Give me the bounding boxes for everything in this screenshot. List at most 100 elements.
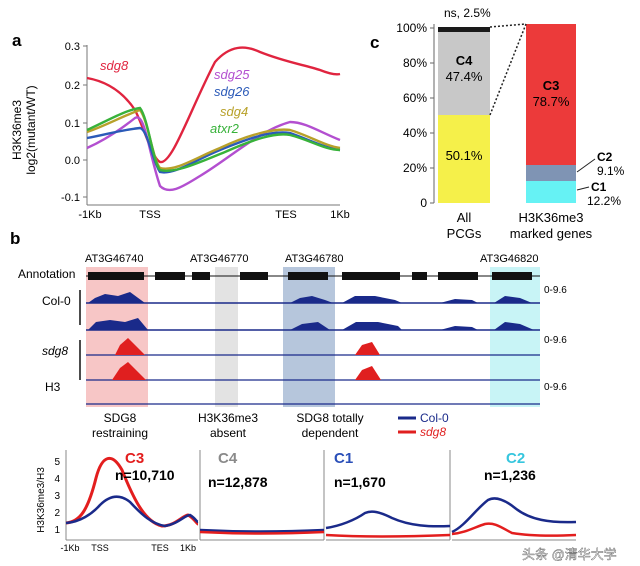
legend-sdg8: sdg8 [100, 58, 129, 73]
annotation-restraining-line2: restraining [92, 426, 148, 440]
panel-a-yticks: 0.3 0.2 0.1 0.0 -0.1 [61, 41, 87, 204]
track-col0-1 [86, 292, 540, 304]
panel-c-connector-bottom [489, 23, 527, 116]
bottom-ylabel-text: H3K36me3/H3 [36, 467, 47, 533]
panel-b-label: b [10, 229, 20, 248]
cluster-n: n=1,670 [334, 474, 386, 490]
cluster-name: C4 [218, 450, 238, 467]
panel-c-ytick: 60% [403, 91, 427, 105]
track-label-annotation: Annotation [18, 267, 75, 281]
profile-c4: C4 n=12,878 [199, 450, 325, 541]
track-col0-2 [86, 318, 540, 331]
cluster-name: C3 [125, 450, 144, 467]
bar2-label-line2: marked genes [510, 226, 593, 241]
annotation-dependent-line1: SDG8 totally [296, 411, 363, 425]
panel-a-ytick: 0.3 [65, 41, 80, 53]
gene-labels: AT3G46740 AT3G46770 AT3G46780 AT3G46820 [85, 253, 539, 265]
bottom-ytick: 3 [54, 491, 60, 502]
cluster-n: n=10,710 [115, 467, 175, 483]
bottom-ytick: 4 [54, 474, 60, 485]
track-label-sdg8: sdg8 [42, 344, 68, 358]
panel-a-ylabel: H3K36me3 log2(mutant/WT) [10, 85, 38, 174]
gene-label: AT3G46770 [190, 253, 249, 265]
track-label-h3: H3 [45, 380, 61, 394]
bar2-c2-pct: 9.1% [597, 164, 625, 178]
band-annotations: SDG8 restraining H3K36me3 absent SDG8 to… [92, 411, 364, 440]
gene-label: AT3G46740 [85, 253, 144, 265]
legend-sdg26: sdg26 [214, 84, 250, 99]
bar2-c1-pct: 12.2% [587, 194, 621, 208]
panel-c-ytick: 80% [403, 56, 427, 70]
panel-a-ytick: -0.1 [61, 192, 80, 204]
band-restraining [86, 267, 148, 407]
bottom-xtick: TSS [91, 543, 109, 553]
panel-a-xtick: TSS [139, 209, 160, 221]
bar2-c1-pointer [576, 186, 590, 191]
panel-c-yticks: 100% 80% 60% 40% 20% 0 [396, 21, 434, 210]
bar1-c1-segment [438, 115, 490, 203]
panel-c-label: c [370, 33, 379, 52]
panel-a-label: a [12, 31, 22, 50]
bar1-c4-name: C4 [456, 53, 473, 68]
track-sdg8-1 [86, 338, 540, 356]
panel-a-ylabel-line2: log2(mutant/WT) [24, 85, 38, 174]
curve-sdg25 [86, 116, 341, 192]
cluster-name: C2 [506, 450, 525, 467]
panel-a-legend: sdg8 sdg25 sdg26 sdg4 atxr2 [100, 58, 250, 136]
profile-c3: C3 n=10,710 [65, 450, 199, 541]
track-label-col0: Col-0 [42, 294, 71, 308]
panel-c-ytick: 0 [420, 196, 427, 210]
band-dependent [283, 267, 335, 407]
bar2-label-line1: H3K36me3 [518, 210, 583, 225]
annotation-dependent-line2: dependent [302, 426, 359, 440]
panel-c-ytick: 100% [396, 21, 427, 35]
annotation-absent-line2: absent [210, 426, 247, 440]
curve-atxr2 [86, 106, 341, 172]
profile-c2: C2 n=1,236 [451, 450, 577, 541]
bar2-c3-name: C3 [543, 78, 560, 93]
panel-a-xticks: -1Kb TSS TES 1Kb [78, 209, 349, 221]
bar2-c3-segment [526, 24, 576, 165]
panel-c-top-note: ns, 2.5% [444, 6, 491, 20]
legend-atxr2: atxr2 [210, 121, 240, 136]
annotation-absent-line1: H3K36me3 [198, 411, 258, 425]
bar2-c2-name: C2 [597, 150, 613, 164]
bottom-xticks: -1Kb TSS TES 1Kb [60, 543, 196, 553]
bottom-xtick: TES [151, 543, 169, 553]
track-scale: 0-9.6 [544, 335, 567, 346]
bar2-c3-pct: 78.7% [533, 94, 570, 109]
bar2-c2-pointer [576, 158, 596, 173]
panel-c-connector-top [489, 23, 527, 28]
bar1-label-line1: All [457, 210, 472, 225]
bar1-label-line2: PCGs [447, 226, 482, 241]
cluster-n: n=1,236 [484, 467, 536, 483]
curve-sdg4 [86, 108, 341, 170]
panel-a-xtick: TES [275, 209, 296, 221]
legend-sdg25: sdg25 [214, 67, 250, 82]
legend-sdg8: sdg8 [420, 425, 446, 439]
bottom-yticks: 5 4 3 2 1 [54, 457, 60, 536]
bar2-c2-segment [526, 165, 576, 181]
bottom-ylabel: H3K36me3/H3 [36, 467, 47, 533]
bottom-xtick: -1Kb [60, 543, 79, 553]
panel-a-ytick: 0.2 [65, 80, 80, 92]
band-c2 [490, 267, 540, 407]
panel-c-ytick: 40% [403, 126, 427, 140]
bottom-ytick: 2 [54, 508, 60, 519]
bottom-ytick: 1 [54, 525, 60, 536]
legend-sdg4: sdg4 [220, 104, 248, 119]
annotation-restraining-line1: SDG8 [104, 411, 137, 425]
band-absent [215, 267, 238, 407]
profile-c1: C1 n=1,670 [325, 450, 451, 541]
panel-a-xtick: -1Kb [78, 209, 101, 221]
track-scale: 0-9.6 [544, 382, 567, 393]
bar1-c1-pct: 50.1% [446, 148, 483, 163]
annotation-track [86, 272, 540, 280]
panel-a-ylabel-line1: H3K36me3 [10, 100, 24, 160]
panel-a-ytick: 0.0 [65, 155, 80, 167]
track-scale: 0-9.6 [544, 285, 567, 296]
panel-a-ytick: 0.1 [65, 118, 80, 130]
track-scales: 0-9.6 0-9.6 0-9.6 [544, 285, 567, 393]
legend-col0: Col-0 [420, 411, 449, 425]
